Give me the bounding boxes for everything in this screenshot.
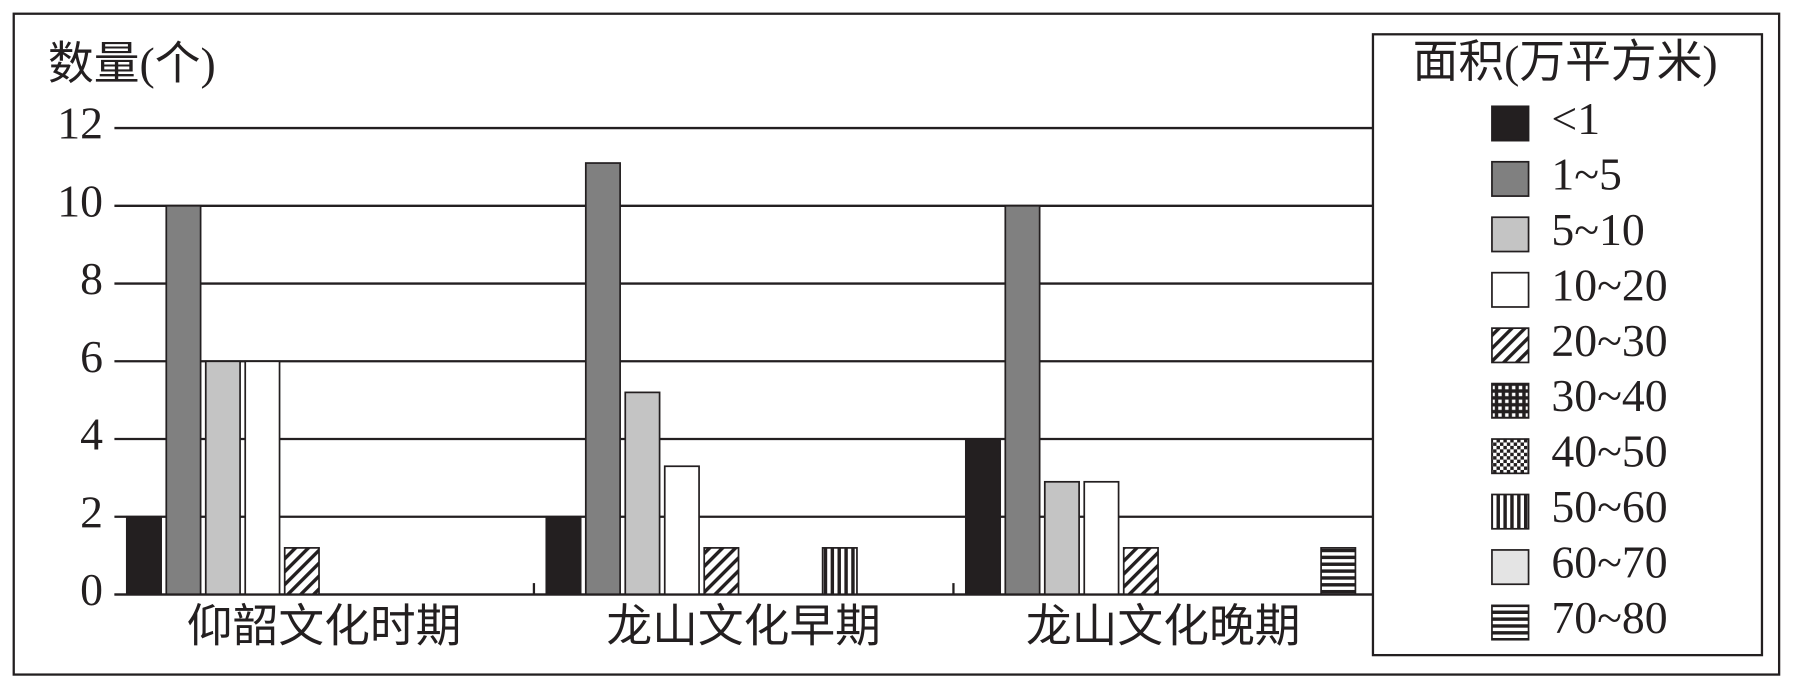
bar bbox=[624, 391, 661, 596]
bar bbox=[283, 547, 320, 596]
y-tick-label: 10 bbox=[57, 175, 103, 226]
legend-label: 10~20 bbox=[1551, 259, 1667, 310]
bar bbox=[1122, 547, 1159, 596]
bar bbox=[1004, 204, 1041, 596]
legend-label: 5~10 bbox=[1551, 204, 1644, 255]
bar bbox=[663, 465, 700, 596]
bar bbox=[964, 438, 1002, 596]
legend-swatch bbox=[1491, 271, 1530, 308]
legend-label: <1 bbox=[1551, 93, 1600, 144]
legend-swatch bbox=[1491, 327, 1530, 364]
y-tick-label: 8 bbox=[80, 253, 103, 304]
y-axis-label: 数量(个) bbox=[48, 38, 216, 89]
legend-title: 面积(万平方米) bbox=[1413, 36, 1718, 87]
legend-swatch bbox=[1491, 382, 1530, 419]
bar bbox=[1083, 480, 1120, 596]
bar bbox=[204, 360, 241, 596]
legend-swatch bbox=[1491, 160, 1530, 197]
legend-swatch bbox=[1491, 493, 1530, 530]
legend-swatch bbox=[1491, 438, 1530, 475]
bar bbox=[545, 515, 582, 596]
bar bbox=[244, 360, 281, 596]
legend-label: 60~70 bbox=[1551, 537, 1667, 588]
legend-label: 70~80 bbox=[1551, 592, 1667, 643]
y-tick-label: 0 bbox=[80, 564, 103, 615]
legend-swatch bbox=[1491, 216, 1530, 253]
bar bbox=[1043, 480, 1080, 596]
legend-box bbox=[1371, 33, 1764, 657]
y-tick-label: 6 bbox=[80, 331, 103, 382]
bar bbox=[703, 547, 740, 596]
bar bbox=[1320, 547, 1357, 596]
bar bbox=[821, 547, 858, 596]
legend-swatch bbox=[1491, 549, 1530, 586]
bar bbox=[125, 515, 162, 596]
y-tick-label: 12 bbox=[57, 98, 103, 149]
y-tick-label: 2 bbox=[80, 486, 103, 537]
y-tick-label: 4 bbox=[80, 409, 103, 460]
x-tick-label: 龙山文化晚期 bbox=[1026, 601, 1301, 652]
bar bbox=[584, 162, 621, 596]
x-tick-label: 仰韶文化时期 bbox=[187, 601, 462, 652]
legend-label: 1~5 bbox=[1551, 148, 1622, 199]
bar bbox=[165, 204, 202, 596]
legend-swatch bbox=[1491, 105, 1530, 142]
legend-label: 40~50 bbox=[1551, 426, 1667, 477]
frame bbox=[12, 12, 1781, 676]
x-tick-label: 龙山文化早期 bbox=[606, 601, 881, 652]
legend-label: 50~60 bbox=[1551, 481, 1667, 532]
legend-label: 30~40 bbox=[1551, 370, 1667, 421]
legend-label: 20~30 bbox=[1551, 315, 1667, 366]
legend-swatch bbox=[1491, 604, 1530, 641]
